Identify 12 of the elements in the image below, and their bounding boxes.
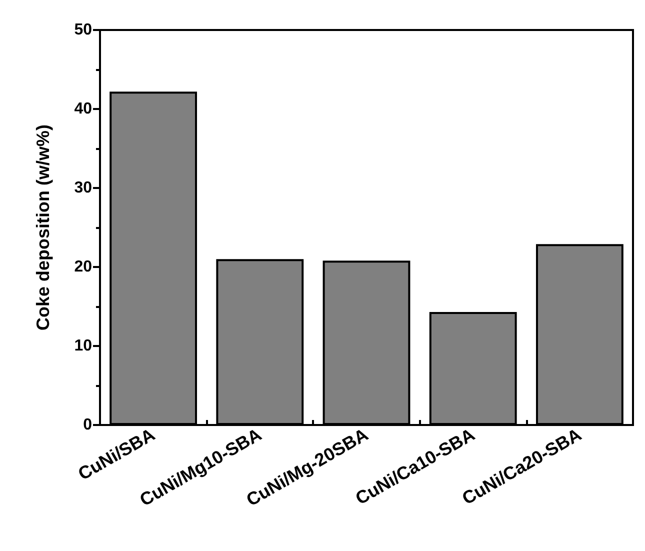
- bar: [110, 92, 198, 425]
- y-tick-label: 20: [74, 258, 92, 276]
- bar: [216, 259, 304, 425]
- bar: [322, 260, 410, 425]
- y-axis-title: Coke deposition (w/w%): [33, 124, 53, 331]
- y-tick-label: 10: [74, 338, 92, 354]
- bar: [429, 312, 517, 425]
- y-tick-label: 30: [74, 180, 92, 196]
- y-tick-label: 50: [74, 22, 92, 38]
- bar: [536, 244, 624, 425]
- y-tick-label: 40: [74, 100, 92, 118]
- y-tick-label: 0: [83, 416, 92, 434]
